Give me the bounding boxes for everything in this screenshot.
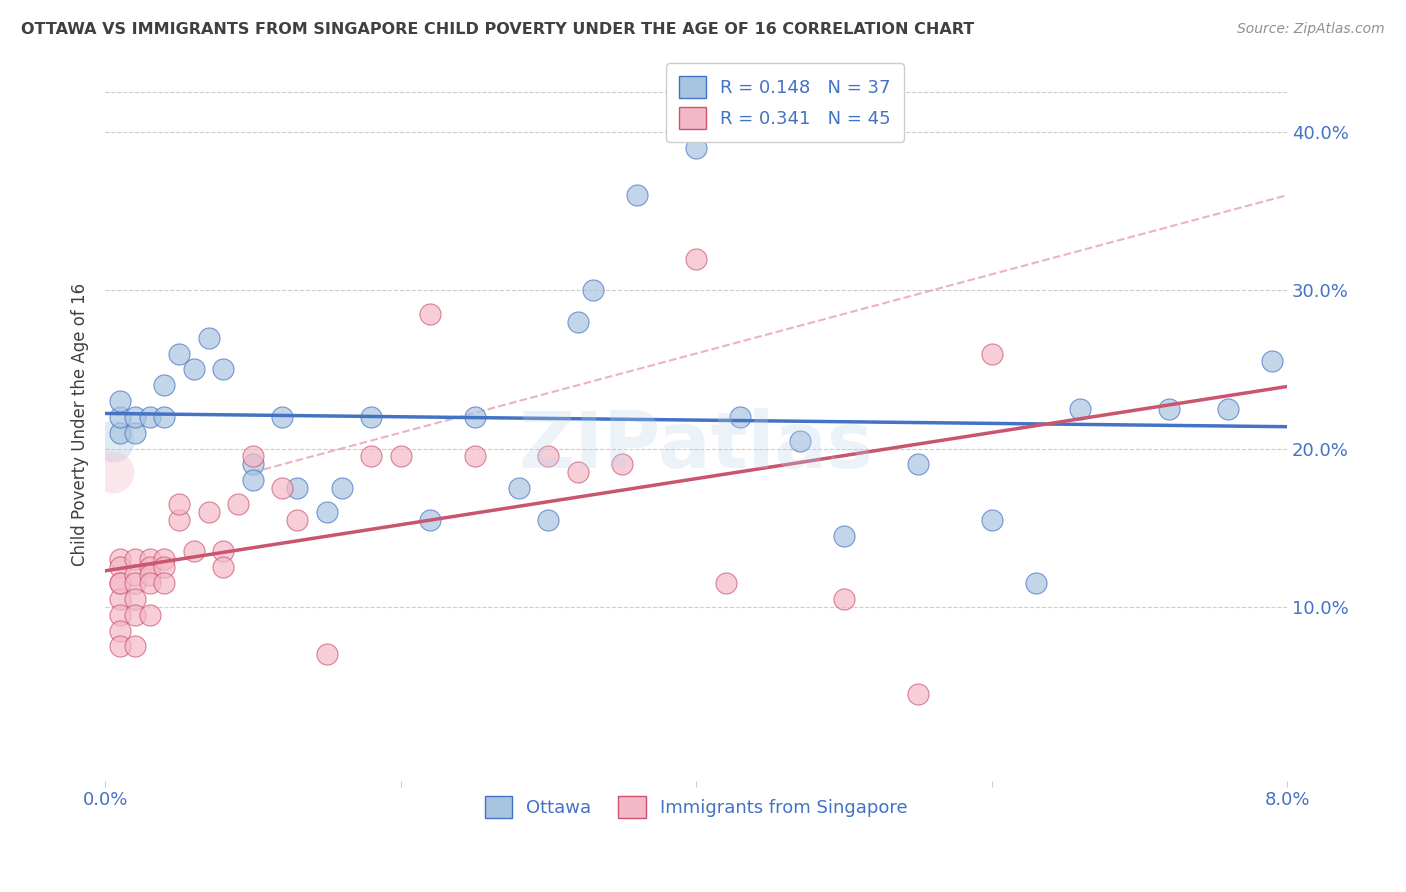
Legend: Ottawa, Immigrants from Singapore: Ottawa, Immigrants from Singapore — [478, 789, 915, 825]
Point — [242, 473, 264, 487]
Point — [226, 497, 249, 511]
Point — [360, 450, 382, 464]
Text: Source: ZipAtlas.com: Source: ZipAtlas.com — [1237, 22, 1385, 37]
Point — [101, 434, 124, 448]
Point — [1157, 401, 1180, 416]
Point — [124, 409, 146, 424]
Point — [1216, 401, 1239, 416]
Point — [612, 458, 634, 472]
Point — [832, 591, 855, 606]
Point — [167, 513, 190, 527]
Point — [138, 568, 160, 582]
Point — [124, 607, 146, 622]
Point — [153, 560, 176, 574]
Point — [108, 552, 131, 566]
Point — [138, 552, 160, 566]
Point — [464, 409, 486, 424]
Point — [567, 315, 589, 329]
Point — [567, 465, 589, 479]
Point — [685, 141, 707, 155]
Point — [315, 505, 337, 519]
Point — [124, 640, 146, 654]
Point — [108, 409, 131, 424]
Point — [730, 409, 752, 424]
Point — [212, 544, 235, 558]
Point — [108, 394, 131, 409]
Point — [360, 409, 382, 424]
Point — [124, 425, 146, 440]
Point — [582, 283, 605, 297]
Point — [419, 513, 441, 527]
Point — [167, 497, 190, 511]
Point — [108, 640, 131, 654]
Point — [626, 188, 648, 202]
Point — [537, 513, 560, 527]
Point — [464, 450, 486, 464]
Point — [212, 560, 235, 574]
Point — [153, 378, 176, 392]
Point — [907, 687, 929, 701]
Point — [212, 362, 235, 376]
Point — [183, 544, 205, 558]
Point — [537, 450, 560, 464]
Point — [197, 505, 219, 519]
Text: ZIPatlas: ZIPatlas — [519, 409, 873, 484]
Point — [153, 409, 176, 424]
Point — [242, 458, 264, 472]
Point — [789, 434, 811, 448]
Point — [242, 450, 264, 464]
Y-axis label: Child Poverty Under the Age of 16: Child Poverty Under the Age of 16 — [72, 283, 89, 566]
Point — [108, 607, 131, 622]
Point — [1025, 576, 1047, 591]
Point — [138, 576, 160, 591]
Point — [389, 450, 412, 464]
Text: OTTAWA VS IMMIGRANTS FROM SINGAPORE CHILD POVERTY UNDER THE AGE OF 16 CORRELATIO: OTTAWA VS IMMIGRANTS FROM SINGAPORE CHIL… — [21, 22, 974, 37]
Point — [285, 481, 308, 495]
Point — [980, 346, 1002, 360]
Point — [832, 528, 855, 542]
Point — [419, 307, 441, 321]
Point — [124, 576, 146, 591]
Point — [138, 560, 160, 574]
Point — [183, 362, 205, 376]
Point — [124, 568, 146, 582]
Point — [315, 648, 337, 662]
Point — [330, 481, 353, 495]
Point — [167, 346, 190, 360]
Point — [108, 560, 131, 574]
Point — [271, 409, 294, 424]
Point — [108, 576, 131, 591]
Point — [138, 409, 160, 424]
Point — [124, 552, 146, 566]
Point — [714, 576, 737, 591]
Point — [108, 576, 131, 591]
Point — [271, 481, 294, 495]
Point — [101, 465, 124, 479]
Point — [980, 513, 1002, 527]
Point — [508, 481, 530, 495]
Point — [1261, 354, 1284, 368]
Point — [1069, 401, 1091, 416]
Point — [124, 591, 146, 606]
Point — [108, 591, 131, 606]
Point — [153, 552, 176, 566]
Point — [153, 576, 176, 591]
Point — [285, 513, 308, 527]
Point — [197, 331, 219, 345]
Point — [907, 458, 929, 472]
Point — [138, 607, 160, 622]
Point — [685, 252, 707, 266]
Point — [108, 425, 131, 440]
Point — [108, 624, 131, 638]
